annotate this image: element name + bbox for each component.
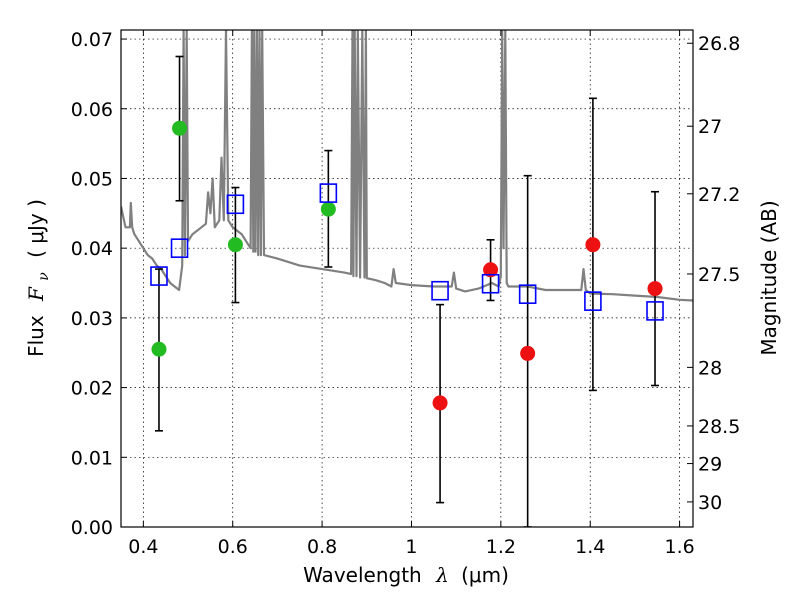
y-tick-label: 0.05 <box>71 168 113 190</box>
y-axis-label-subscript: ν <box>36 272 52 281</box>
magnitude-tick-label: 28.5 <box>698 416 740 438</box>
magnitude-tick-label: 27.5 <box>698 264 740 286</box>
data-markers <box>150 120 664 411</box>
x-tick-label: 1.6 <box>664 536 694 558</box>
x-axis-label-unit: (μm) <box>461 563 509 587</box>
model-spectrum <box>121 30 693 302</box>
x-tick-label: 0.4 <box>128 536 158 558</box>
magnitude-tick-labels: 26.8 27 27.2 27.5 28 28.5 29 30 <box>698 33 740 514</box>
photometry-point <box>647 281 663 297</box>
y-tick-label: 0.03 <box>71 308 113 330</box>
x-tick-label: 0.6 <box>218 536 248 558</box>
axis-ticks <box>121 30 693 528</box>
x-tick-label: 1.4 <box>575 536 605 558</box>
photometry-point <box>320 201 336 217</box>
magnitude-tick-label: 28 <box>698 357 722 379</box>
plot-frame <box>120 29 694 528</box>
model-spectrum-line <box>121 30 693 302</box>
photometry-point <box>585 237 601 253</box>
magnitude-tick-label: 29 <box>698 454 722 476</box>
model-photometry-square <box>646 301 664 321</box>
model-photometry-square <box>431 280 449 301</box>
model-photometry-square <box>226 194 245 215</box>
grid-lines <box>121 30 693 528</box>
photometry-point <box>151 341 167 357</box>
x-tick-label: 1 <box>405 536 417 558</box>
right-axis-label: Magnitude (AB) <box>757 200 781 355</box>
y-tick-label: 0.01 <box>71 447 113 469</box>
model-photometry-square <box>481 273 500 294</box>
photometry-point <box>172 120 188 136</box>
photometry-point <box>483 262 499 278</box>
magnitude-tick-label: 27.2 <box>698 184 740 206</box>
y-axis-label-prefix: Flux <box>24 315 48 357</box>
model-photometry-square <box>150 266 168 286</box>
y-tick-label: 0.07 <box>71 29 113 51</box>
x-tick-label: 0.8 <box>307 536 337 558</box>
x-axis-label-prefix: Wavelength <box>303 563 422 587</box>
x-tick-label: 1.2 <box>486 536 516 558</box>
model-photometry-square <box>319 183 338 203</box>
model-photometry-square <box>518 284 537 304</box>
x-tick-labels: 0.4 0.6 0.8 1 1.2 1.4 1.6 <box>128 536 694 558</box>
photometry-point <box>227 237 243 253</box>
x-axis-label: Wavelength λ (μm) <box>303 563 509 587</box>
magnitude-tick-label: 27 <box>698 116 722 138</box>
y-axis-label-symbol: F <box>24 286 48 302</box>
y-tick-label: 0.02 <box>71 378 113 400</box>
y-axis-label-unit: ( μJy ) <box>24 199 48 258</box>
x-axis-label-symbol: λ <box>435 563 449 587</box>
y-axis-label: Flux F ν ( μJy ) <box>24 199 53 357</box>
model-photometry-square <box>584 291 602 311</box>
y-tick-label: 0.04 <box>71 238 113 260</box>
y-tick-label: 0.06 <box>71 99 113 121</box>
model-photometry-square <box>170 238 189 258</box>
photometry-point <box>520 345 536 361</box>
photometry-point <box>432 395 448 411</box>
y-tick-labels: 0.00 0.01 0.02 0.03 0.04 0.05 0.06 0.07 <box>71 29 113 539</box>
y-tick-label: 0.00 <box>71 517 113 539</box>
magnitude-tick-label: 26.8 <box>698 33 740 55</box>
magnitude-tick-label: 30 <box>698 492 722 514</box>
